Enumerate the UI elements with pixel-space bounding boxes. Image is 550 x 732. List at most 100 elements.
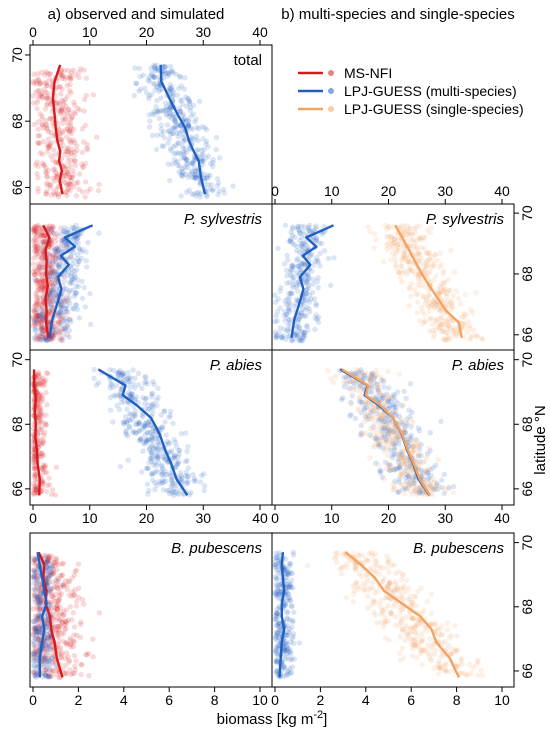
data-point (408, 293, 414, 299)
data-point (50, 258, 56, 264)
data-point (58, 316, 64, 322)
data-point (142, 422, 148, 429)
data-point (381, 392, 387, 398)
data-point (36, 616, 43, 623)
data-point (68, 641, 75, 647)
data-point (392, 465, 398, 471)
data-point (148, 391, 155, 397)
data-point (438, 321, 444, 328)
data-point (390, 589, 396, 595)
data-point (160, 108, 166, 114)
data-point (147, 118, 153, 124)
data-point (343, 374, 349, 380)
data-point (34, 597, 40, 603)
data-point (273, 650, 279, 656)
data-point (47, 636, 54, 642)
data-point (149, 433, 155, 439)
data-point (368, 412, 375, 418)
x-tick-label: 4 (362, 692, 370, 708)
data-point (127, 384, 133, 391)
data-point (48, 599, 55, 606)
data-point (51, 608, 57, 614)
data-point (186, 98, 193, 104)
data-point (168, 106, 174, 112)
data-point (198, 156, 205, 162)
data-point (463, 672, 469, 678)
data-point (30, 323, 36, 329)
data-point (437, 320, 443, 326)
data-point (67, 74, 74, 81)
data-point (286, 569, 292, 575)
data-point (310, 276, 316, 282)
data-point (67, 667, 73, 673)
data-point (434, 486, 440, 493)
data-point (144, 429, 150, 435)
series-line-MS-NFI (32, 369, 41, 496)
data-point (389, 420, 395, 427)
data-point (84, 147, 91, 153)
data-point (284, 571, 290, 577)
data-point (402, 430, 408, 436)
data-point (47, 71, 53, 77)
data-point (33, 324, 39, 331)
data-point (33, 476, 39, 483)
data-point (131, 411, 138, 417)
data-point (170, 87, 176, 93)
data-point (124, 420, 130, 426)
data-point (298, 267, 304, 273)
data-point (166, 71, 172, 78)
data-point (66, 174, 73, 181)
data-point (69, 114, 75, 121)
data-point (394, 242, 400, 248)
data-point (48, 280, 55, 287)
data-point (133, 394, 140, 400)
data-point (371, 407, 378, 413)
data-point (365, 224, 371, 230)
data-point (385, 560, 391, 566)
data-point (382, 635, 388, 641)
points-LPJ-GUESS (multi-species) (272, 222, 337, 344)
data-point (350, 583, 356, 589)
data-point (50, 659, 56, 666)
data-point (303, 278, 309, 284)
data-point (426, 480, 432, 486)
data-point (355, 551, 361, 558)
data-point (51, 560, 57, 566)
data-point (391, 428, 397, 434)
data-point (303, 242, 309, 249)
data-point (395, 588, 401, 594)
data-point (47, 602, 53, 608)
data-point (169, 482, 175, 489)
data-point (136, 438, 143, 444)
data-point (406, 482, 412, 489)
data-point (396, 463, 402, 469)
data-point (395, 456, 401, 462)
data-point (385, 420, 391, 426)
data-point (403, 483, 409, 490)
data-point (58, 106, 64, 112)
data-point (46, 642, 53, 648)
data-point (119, 372, 125, 378)
data-point (282, 645, 288, 651)
data-point (61, 228, 67, 234)
data-point (445, 302, 452, 308)
data-point (35, 371, 41, 377)
data-point (55, 601, 61, 608)
data-point (124, 406, 130, 412)
data-point (273, 299, 279, 305)
data-point (288, 262, 295, 268)
data-point (45, 643, 51, 650)
data-point (382, 440, 388, 447)
data-point (46, 273, 52, 279)
data-point (126, 417, 132, 423)
data-point (36, 395, 42, 401)
data-point (272, 329, 279, 335)
data-point (49, 553, 55, 560)
data-point (56, 611, 62, 618)
data-point (424, 451, 431, 457)
data-point (415, 643, 421, 649)
data-point (406, 230, 412, 237)
data-point (32, 327, 38, 333)
data-point (31, 335, 38, 341)
data-point (154, 439, 161, 445)
